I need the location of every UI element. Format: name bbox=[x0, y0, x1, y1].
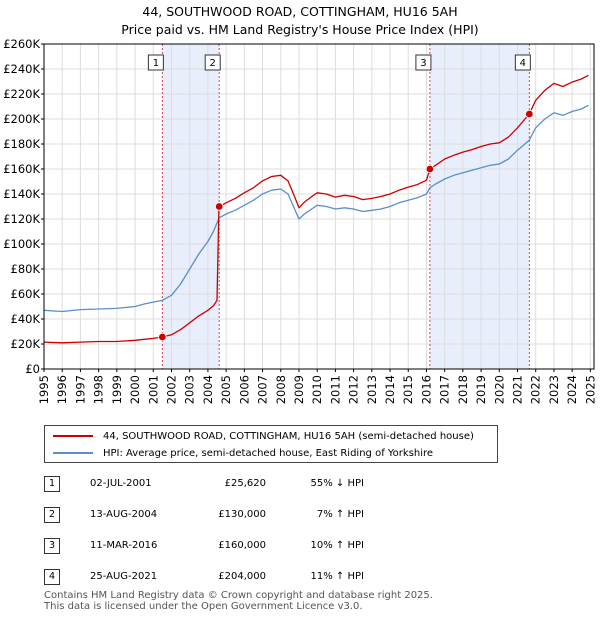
y-tick-label: £0 bbox=[25, 362, 40, 376]
x-tick-label: 2025 bbox=[583, 375, 597, 404]
sale-label-box bbox=[514, 54, 531, 71]
legend-swatch-hpi bbox=[53, 452, 93, 454]
x-tick-label: 2007 bbox=[256, 375, 270, 404]
sale-row: 4 25-AUG-2021 £204,000 11% ↑ HPI bbox=[44, 569, 404, 585]
y-tick-label: £80K bbox=[11, 262, 41, 276]
sale-price: £204,000 bbox=[218, 571, 266, 582]
x-tick-label: 2010 bbox=[310, 375, 324, 404]
hpi-series-line bbox=[43, 104, 589, 313]
footer-license: This data is licensed under the Open Gov… bbox=[44, 601, 363, 612]
sale-label: 3 bbox=[420, 58, 426, 69]
sale-row: 2 13-AUG-2004 £130,000 7% ↑ HPI bbox=[44, 507, 404, 523]
sale-price: £130,000 bbox=[218, 509, 266, 520]
x-tick-label: 2003 bbox=[183, 375, 197, 404]
sale-label-box bbox=[204, 54, 221, 71]
sale-hpi-diff: 7% ↑ HPI bbox=[316, 509, 364, 520]
x-tick-label: 2001 bbox=[146, 375, 160, 404]
x-tick-label: 2005 bbox=[219, 375, 233, 404]
sale-date: 02-JUL-2001 bbox=[90, 478, 152, 489]
sale-number-badge: 1 bbox=[44, 476, 60, 492]
sale-row: 3 11-MAR-2016 £160,000 10% ↑ HPI bbox=[44, 538, 404, 554]
x-tick-label: 2011 bbox=[328, 375, 342, 404]
sale-point bbox=[158, 332, 167, 342]
x-tick-label: 1995 bbox=[37, 375, 51, 404]
sale-label-box bbox=[147, 54, 164, 71]
sale-date: 13-AUG-2004 bbox=[90, 509, 158, 520]
y-tick-label: £220K bbox=[3, 87, 40, 101]
x-tick-label: 2017 bbox=[438, 375, 452, 404]
y-tick-label: £180K bbox=[3, 137, 40, 151]
sale-label-box bbox=[415, 54, 432, 71]
chart-title: 44, SOUTHWOOD ROAD, COTTINGHAM, HU16 5AH bbox=[142, 4, 458, 19]
x-tick-label: 1996 bbox=[55, 375, 69, 404]
x-tick-label: 2000 bbox=[128, 375, 142, 404]
sale-price: £160,000 bbox=[218, 540, 266, 551]
chart-subtitle: Price paid vs. HM Land Registry's House … bbox=[121, 22, 479, 37]
x-tick-label: 2019 bbox=[474, 375, 488, 404]
sale-row: 1 02-JUL-2001 £25,620 55% ↓ HPI bbox=[44, 476, 404, 492]
y-tick-label: £20K bbox=[11, 337, 41, 351]
legend-item-hpi: HPI: Average price, semi-detached house,… bbox=[53, 445, 433, 461]
y-tick-label: £120K bbox=[3, 212, 40, 226]
legend: 44, SOUTHWOOD ROAD, COTTINGHAM, HU16 5AH… bbox=[44, 425, 498, 463]
sale-point bbox=[525, 109, 534, 119]
shaded-period-2 bbox=[429, 44, 530, 369]
property-series-line bbox=[43, 74, 589, 344]
x-tick-label: 2012 bbox=[347, 375, 361, 404]
y-tick-label: £200K bbox=[3, 112, 40, 126]
y-tick-label: £260K bbox=[3, 37, 40, 51]
plot-border bbox=[43, 43, 595, 370]
x-tick-label: 2006 bbox=[237, 375, 251, 404]
sale-hpi-diff: 11% ↑ HPI bbox=[310, 571, 364, 582]
x-tick-label: 2004 bbox=[201, 375, 215, 404]
x-tick-label: 2016 bbox=[419, 375, 433, 404]
sale-date: 25-AUG-2021 bbox=[90, 571, 158, 582]
x-tick-label: 1998 bbox=[92, 375, 106, 404]
sale-point bbox=[214, 202, 224, 211]
sale-point bbox=[425, 164, 435, 174]
x-tick-label: 2021 bbox=[511, 375, 525, 404]
x-tick-label: 2023 bbox=[547, 375, 561, 404]
legend-label-hpi: HPI: Average price, semi-detached house,… bbox=[103, 447, 434, 459]
x-tick-label: 2013 bbox=[365, 375, 379, 404]
x-tick-label: 2020 bbox=[492, 375, 506, 404]
sale-number-badge: 3 bbox=[44, 538, 60, 554]
x-tick-label: 2024 bbox=[565, 375, 579, 404]
x-tick-label: 2015 bbox=[401, 375, 415, 404]
sale-label: 2 bbox=[210, 58, 216, 69]
x-tick-label: 1997 bbox=[73, 375, 87, 404]
price-chart: 1 2 3 4 £0 £20K £40K £60K £80K £100K £120K £140K £16… bbox=[3, 37, 597, 404]
x-tick-label: 2014 bbox=[383, 375, 397, 404]
y-tick-label: £240K bbox=[3, 62, 40, 76]
x-tick-label: 2002 bbox=[164, 375, 178, 404]
sale-hpi-diff: 55% ↓ HPI bbox=[310, 478, 364, 489]
x-tick-label: 2009 bbox=[292, 375, 306, 404]
sale-price: £25,620 bbox=[224, 478, 266, 489]
y-tick-label: £100K bbox=[3, 237, 40, 251]
y-tick-label: £60K bbox=[11, 287, 41, 301]
sale-label: 4 bbox=[520, 58, 526, 69]
sale-label: 1 bbox=[153, 58, 159, 69]
x-tick-label: 1999 bbox=[110, 375, 124, 404]
x-tick-label: 2008 bbox=[274, 375, 288, 404]
footer-copyright: Contains HM Land Registry data © Crown c… bbox=[44, 590, 433, 601]
legend-item-property: 44, SOUTHWOOD ROAD, COTTINGHAM, HU16 5AH… bbox=[53, 428, 474, 444]
sale-date: 11-MAR-2016 bbox=[90, 540, 158, 551]
y-tick-label: £40K bbox=[11, 312, 41, 326]
x-tick-label: 2022 bbox=[529, 375, 543, 404]
legend-label-property: 44, SOUTHWOOD ROAD, COTTINGHAM, HU16 5AH… bbox=[103, 430, 474, 442]
shaded-period-1 bbox=[162, 44, 220, 369]
legend-swatch-property bbox=[53, 435, 93, 437]
y-tick-label: £140K bbox=[3, 187, 40, 201]
x-tick-label: 2018 bbox=[456, 375, 470, 404]
sale-number-badge: 2 bbox=[44, 507, 60, 523]
y-tick-label: £160K bbox=[3, 162, 40, 176]
sale-number-badge: 4 bbox=[44, 569, 60, 585]
sale-hpi-diff: 10% ↑ HPI bbox=[310, 540, 364, 551]
